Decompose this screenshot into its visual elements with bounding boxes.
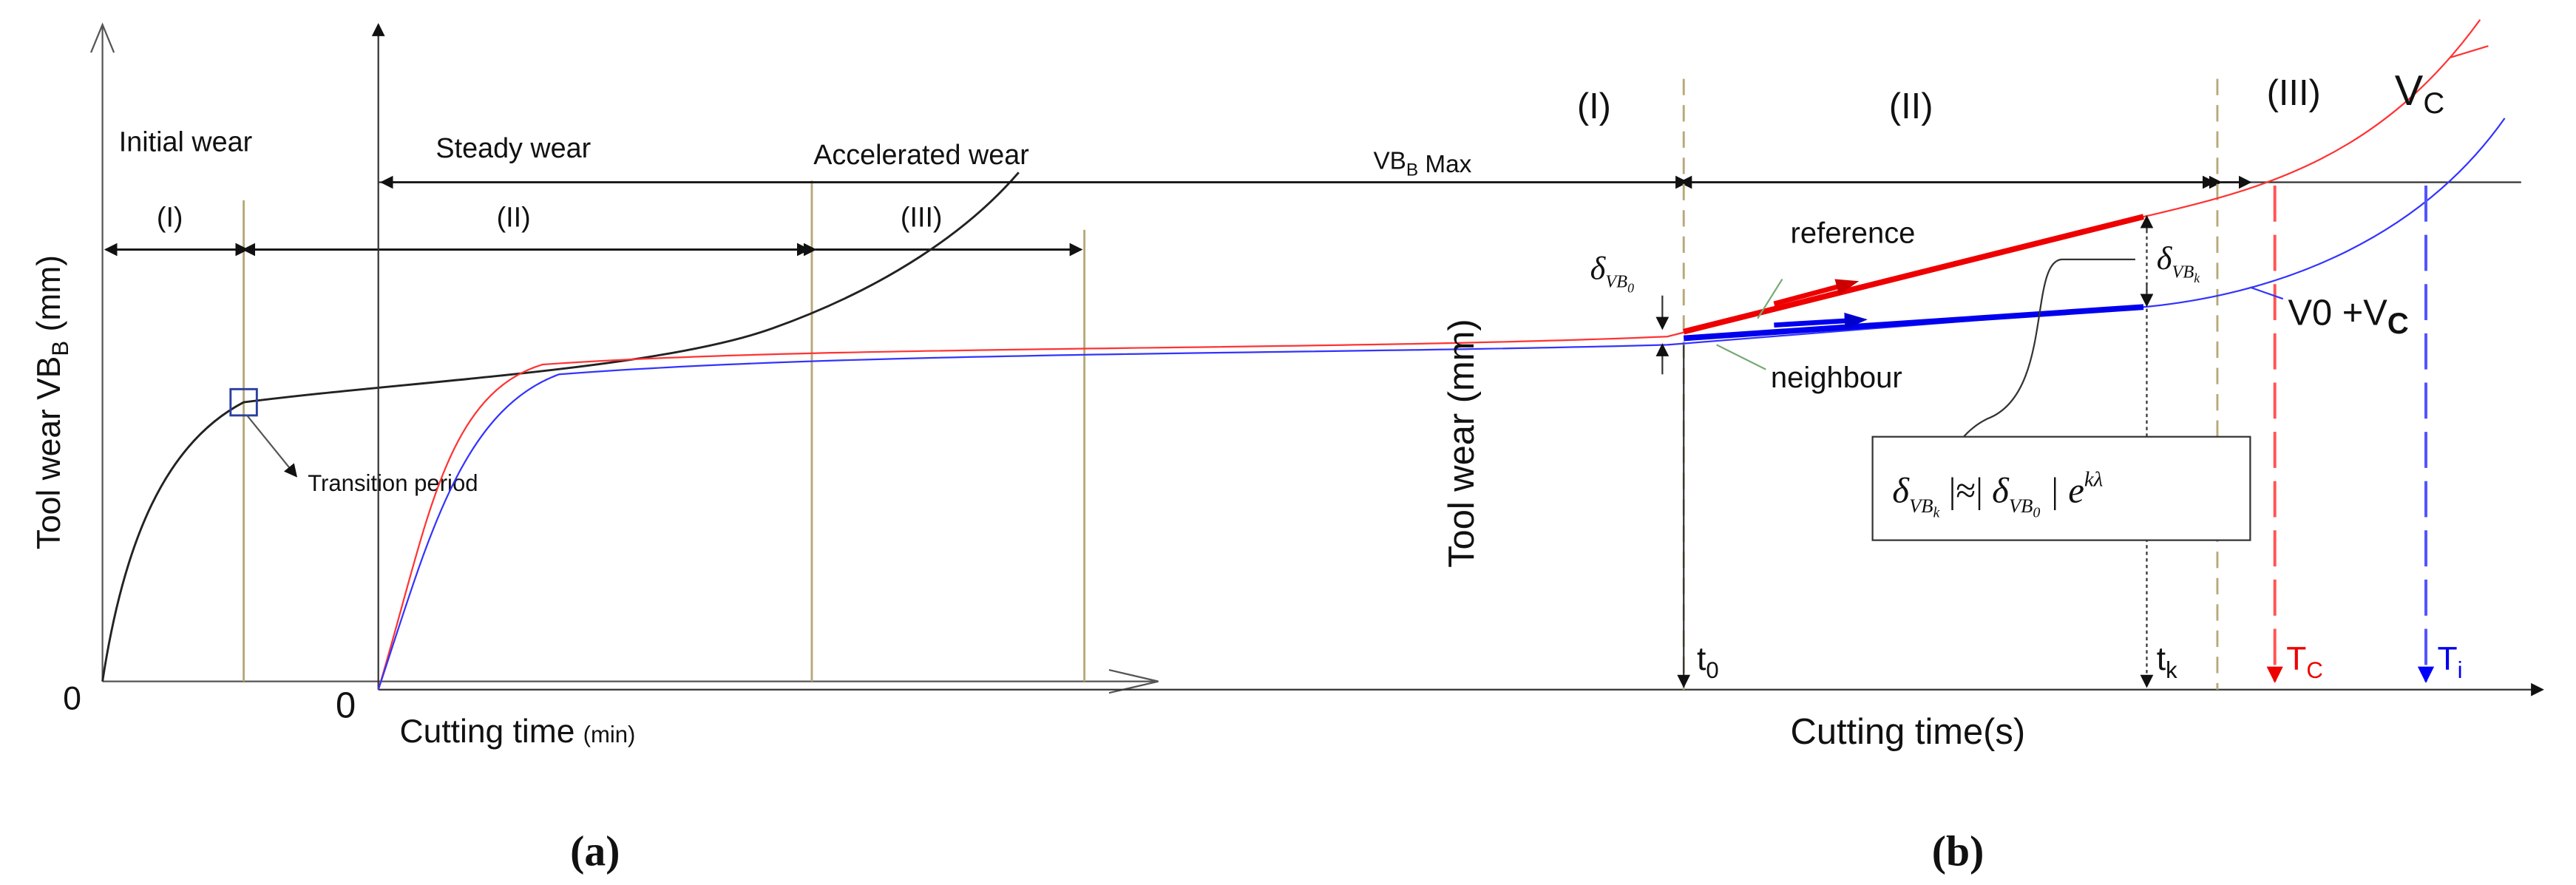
vc-pointer xyxy=(2450,45,2489,58)
transition-label: Transition period xyxy=(308,470,478,496)
y-axis-label: Tool wear (mm) xyxy=(1442,319,1482,568)
origin-label: 0 xyxy=(336,685,356,725)
stage-number: (II) xyxy=(1889,87,1933,126)
formula-box xyxy=(1871,435,2251,541)
stage-lines xyxy=(1682,78,2219,690)
stage-label: Accelerated wear xyxy=(813,139,1029,170)
transition-arrow xyxy=(246,415,298,478)
wear-curve xyxy=(101,172,1020,682)
stage-lines xyxy=(243,180,1086,682)
tc-label: TC xyxy=(2286,641,2323,683)
stage-label: Steady wear xyxy=(435,132,591,163)
reference-curve xyxy=(377,18,2481,691)
stage-label: Initial wear xyxy=(119,126,252,157)
reference-arrow xyxy=(1773,279,1860,307)
neighbour-pointer xyxy=(1716,344,1766,370)
origin-label: 0 xyxy=(63,680,81,716)
neighbour-arrow xyxy=(1774,312,1868,330)
reference-segment xyxy=(1683,214,2144,335)
caption: (a) xyxy=(570,828,620,875)
formula-pointer xyxy=(1938,258,2135,461)
t0-label: t0 xyxy=(1697,641,1719,683)
transition-box xyxy=(229,387,258,417)
reference-pointer xyxy=(1757,278,1783,319)
neighbour-label: neighbour xyxy=(1771,362,1902,394)
y-axis-arrow xyxy=(90,22,115,53)
x-axis-label: Cutting time(s) xyxy=(1791,712,2026,752)
v0vc-pointer xyxy=(2250,286,2284,300)
stage-number: (III) xyxy=(2267,73,2321,113)
stage-number: (III) xyxy=(901,201,943,232)
tk-label: tk xyxy=(2157,641,2177,683)
caption: (b) xyxy=(1932,828,1984,875)
delta-0-label: δVB0 xyxy=(1590,250,1634,296)
vb-max-label: VBB Max xyxy=(1373,148,1471,180)
reference-label: reference xyxy=(1791,217,1916,250)
stage-number: (II) xyxy=(497,201,531,232)
neighbour-curve xyxy=(377,118,2506,691)
formula: δVBk |≈| δVB0 | ekλ xyxy=(1892,467,2103,521)
stage-number: (I) xyxy=(157,201,183,232)
panel-a: Transition period Initial wear Steady we… xyxy=(31,22,1159,875)
stage-number: (I) xyxy=(1577,87,1611,126)
delta-k-label: δVBk xyxy=(2157,240,2200,285)
neighbour-segment xyxy=(1683,304,2144,342)
x-axis-label: Cutting time (min) xyxy=(400,713,636,750)
vc-label: VC xyxy=(2395,67,2444,120)
panel-b: (I) (II) (III) VC VBB Max δVB0 δVBk refe… xyxy=(336,18,2544,875)
ti-label: Ti xyxy=(2438,641,2463,683)
y-axis-label: Tool wear VBB (mm) xyxy=(31,255,73,549)
v0vc-label: V0 +VC xyxy=(2288,294,2408,340)
